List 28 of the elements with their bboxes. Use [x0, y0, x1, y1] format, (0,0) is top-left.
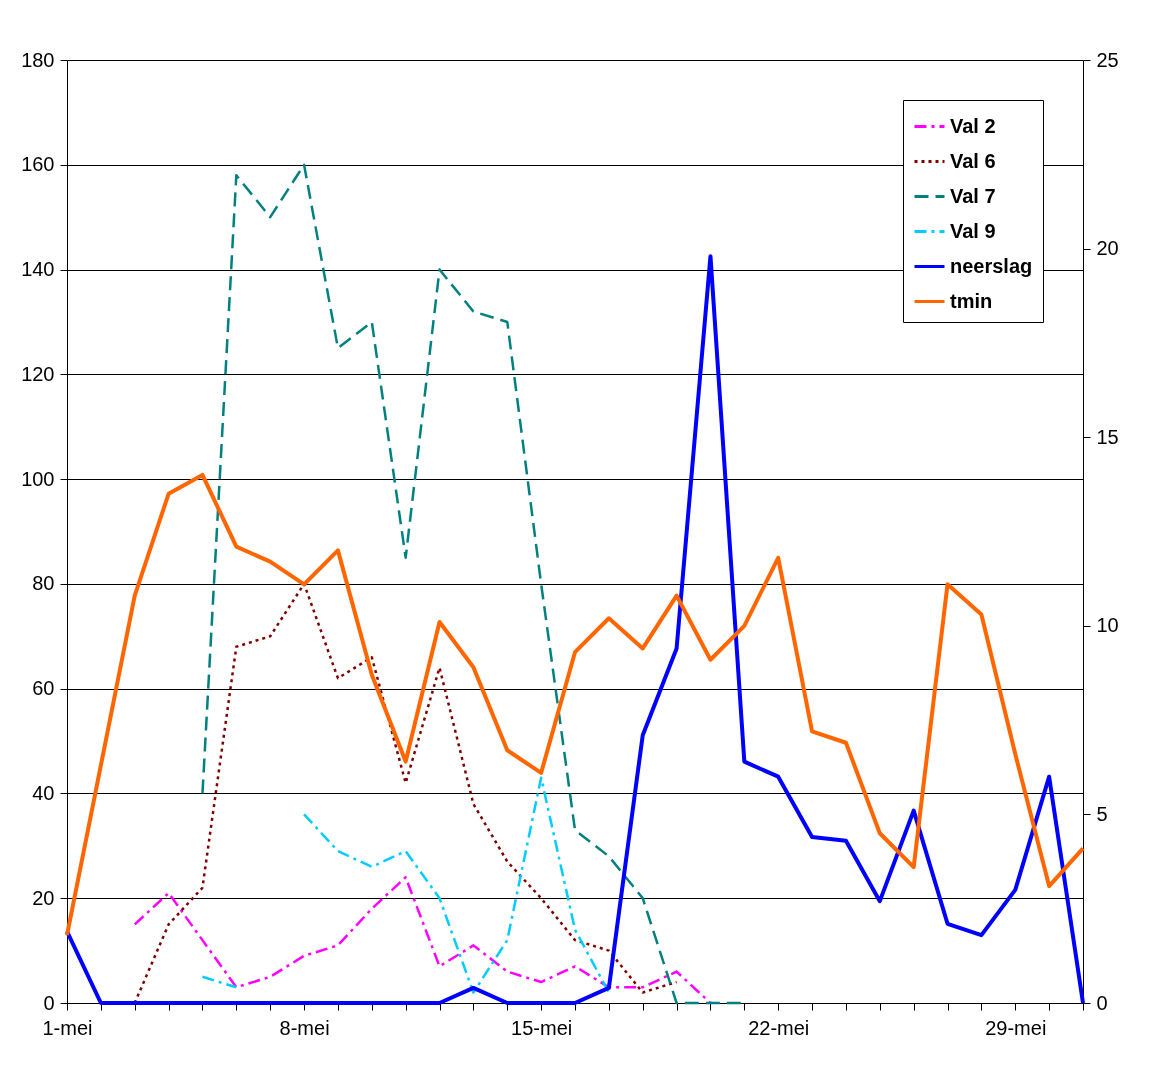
y2-tick-label: 10	[1096, 614, 1119, 637]
legend-label: Val 2	[950, 114, 996, 137]
x-tick-label: 8-mei	[279, 1016, 330, 1039]
x-tick-label: 22-mei	[748, 1016, 810, 1039]
y-tick-label: 140	[21, 258, 55, 281]
y2-tick-label: 5	[1096, 802, 1108, 825]
x-tick-label: 29-mei	[985, 1016, 1047, 1039]
y2-tick-label: 25	[1096, 48, 1119, 71]
y-tick-label: 120	[21, 362, 55, 385]
x-tick-label: 1-mei	[42, 1016, 93, 1039]
legend-label: Val 7	[950, 184, 996, 207]
line-series	[133, 876, 712, 1005]
y2-tick-label: 20	[1096, 237, 1119, 260]
legend-label: neerslag	[950, 254, 1033, 277]
y-tick-label: 80	[32, 572, 55, 595]
x-tick-label: 15-mei	[511, 1016, 573, 1039]
legend-label: tmin	[950, 289, 993, 312]
legend-label: Val 6	[950, 149, 996, 172]
y-tick-label: 100	[21, 467, 55, 490]
y2-tick-label: 0	[1096, 991, 1108, 1014]
y-tick-label: 0	[43, 991, 55, 1014]
y-tick-label: 20	[32, 886, 55, 909]
y-tick-label: 160	[21, 153, 55, 176]
y-tick-label: 60	[32, 677, 55, 700]
y-tick-label: 40	[32, 781, 55, 804]
legend-label: Val 9	[950, 219, 996, 242]
y2-tick-label: 15	[1096, 425, 1119, 448]
y-tick-label: 180	[21, 48, 55, 71]
